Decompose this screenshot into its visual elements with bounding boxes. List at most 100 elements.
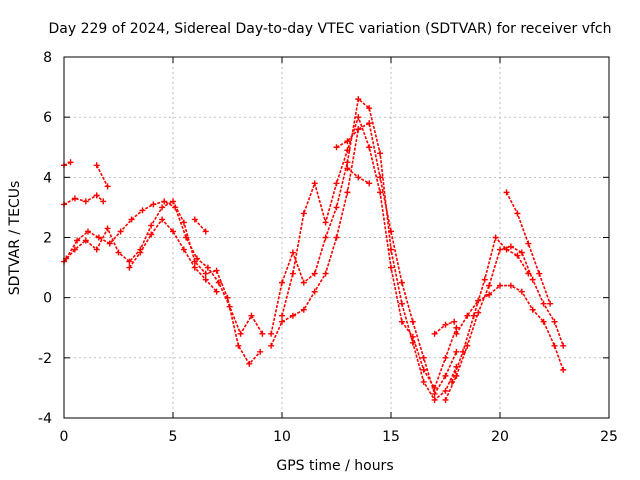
data-point-marker xyxy=(84,228,91,235)
data-point-marker xyxy=(215,279,222,286)
y-tick-label: 8 xyxy=(43,50,52,66)
data-point-marker xyxy=(475,297,482,304)
axis-ticks: 0 5 10 15 20 25 -4 -2 0 2 4 6 8 xyxy=(38,50,618,445)
data-point-marker xyxy=(420,378,427,385)
data-point-marker xyxy=(202,276,209,283)
data-point-marker xyxy=(104,183,111,190)
data-point-marker xyxy=(117,228,124,235)
data-point-marker xyxy=(104,225,111,232)
data-point-marker xyxy=(442,372,449,379)
data-point-marker xyxy=(431,384,438,391)
y-tick-label: 4 xyxy=(43,170,52,186)
data-point-marker xyxy=(237,330,244,337)
data-point-marker xyxy=(333,180,340,187)
x-tick-label: 0 xyxy=(60,429,69,445)
data-point-marker xyxy=(289,249,296,256)
x-tick-label: 15 xyxy=(382,429,400,445)
data-point-marker xyxy=(355,96,362,103)
data-point-marker xyxy=(486,282,493,289)
data-point-marker xyxy=(213,267,220,274)
data-point-marker xyxy=(497,246,503,253)
data-point-marker xyxy=(518,249,525,256)
data-point-marker xyxy=(420,354,427,361)
data-point-marker xyxy=(170,198,176,205)
data-point-marker xyxy=(159,204,166,211)
data-point-marker xyxy=(398,318,405,325)
data-point-marker xyxy=(453,330,460,337)
data-point-marker xyxy=(322,234,329,241)
data-point-marker xyxy=(507,243,514,250)
data-point-marker xyxy=(193,255,200,262)
data-point-marker xyxy=(311,270,318,277)
series-track-11 xyxy=(336,128,359,148)
data-point-marker xyxy=(148,222,155,229)
data-point-marker xyxy=(226,303,233,310)
data-series xyxy=(61,96,567,403)
data-point-marker xyxy=(322,219,329,226)
data-point-marker xyxy=(481,276,488,283)
data-point-marker xyxy=(449,378,456,385)
data-point-marker xyxy=(248,312,255,319)
data-point-marker xyxy=(268,330,275,337)
data-point-marker xyxy=(289,312,296,319)
data-point-marker xyxy=(67,159,74,166)
data-point-marker xyxy=(442,387,449,394)
data-point-marker xyxy=(300,306,307,313)
data-point-marker xyxy=(333,144,340,151)
data-point-marker xyxy=(355,114,362,121)
data-point-marker xyxy=(126,264,133,271)
data-point-marker xyxy=(235,342,242,349)
data-point-marker xyxy=(344,159,351,166)
series-track-13 xyxy=(434,320,455,335)
data-point-marker xyxy=(409,318,416,325)
data-point-marker xyxy=(547,300,554,307)
y-tick-label: 0 xyxy=(43,291,52,307)
data-point-marker xyxy=(551,342,558,349)
data-point-marker xyxy=(366,105,373,112)
data-point-marker xyxy=(172,204,179,211)
data-point-marker xyxy=(514,210,521,217)
data-point-marker xyxy=(529,306,536,313)
series-track-1 xyxy=(63,200,261,365)
data-point-marker xyxy=(93,162,100,169)
data-point-marker xyxy=(475,309,482,316)
data-point-marker xyxy=(451,318,458,325)
data-point-marker xyxy=(183,234,190,241)
y-tick-label: -4 xyxy=(38,411,52,427)
data-point-marker xyxy=(431,390,438,397)
data-point-marker xyxy=(300,279,307,286)
x-tick-label: 25 xyxy=(600,429,618,445)
data-point-marker xyxy=(344,189,351,196)
data-point-marker xyxy=(470,312,477,319)
data-point-marker xyxy=(442,354,449,361)
data-point-marker xyxy=(150,201,157,208)
data-point-marker xyxy=(82,198,89,205)
data-point-marker xyxy=(128,216,135,223)
data-point-marker xyxy=(204,264,211,271)
series-track-7 xyxy=(194,218,207,233)
data-point-marker xyxy=(126,258,133,265)
data-point-marker xyxy=(366,180,373,187)
series-track-9 xyxy=(270,98,458,401)
data-point-marker xyxy=(518,288,525,295)
data-point-marker xyxy=(464,342,471,349)
data-point-marker xyxy=(115,249,122,256)
data-point-marker xyxy=(289,270,296,277)
data-point-marker xyxy=(503,246,510,253)
data-point-marker xyxy=(551,318,558,325)
data-point-marker xyxy=(366,144,373,151)
data-point-marker xyxy=(202,228,209,235)
data-point-marker xyxy=(170,228,176,235)
x-axis-label: GPS time / hours xyxy=(276,458,393,474)
data-point-marker xyxy=(259,330,266,337)
data-point-marker xyxy=(514,252,521,259)
data-point-marker xyxy=(213,288,220,295)
x-tick-label: 20 xyxy=(491,429,509,445)
data-point-marker xyxy=(420,366,427,373)
data-point-marker xyxy=(279,312,285,319)
data-point-marker xyxy=(279,318,285,325)
data-point-marker xyxy=(486,291,493,298)
data-point-marker xyxy=(560,342,567,349)
data-point-marker xyxy=(333,204,340,211)
data-point-marker xyxy=(161,198,168,205)
